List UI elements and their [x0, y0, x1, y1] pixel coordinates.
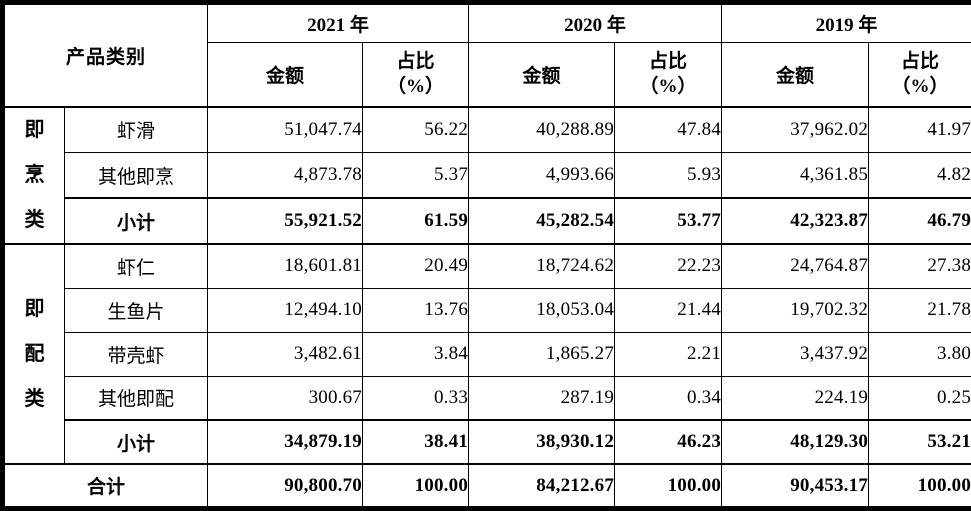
share-header-2019: 占比 （%）	[868, 42, 971, 108]
amount-cell: 45,282.54	[468, 197, 616, 245]
share-header-2020: 占比 （%）	[614, 42, 723, 108]
amount-cell: 3,437.92	[721, 331, 870, 377]
share-cell: 21.78	[868, 287, 971, 333]
share-cell: 5.93	[614, 151, 723, 199]
share-cell: 27.38	[868, 242, 971, 289]
product-label: 生鱼片	[63, 287, 209, 333]
amount-cell: 18,053.04	[468, 287, 616, 333]
amount-cell: 18,601.81	[207, 242, 364, 289]
table-row-xiahua: 即烹类 虾滑 51,047.74 56.22 40,288.89 47.84 3…	[2, 105, 971, 245]
year-header-2021: 2021 年	[207, 1, 470, 44]
header-row-years: 产品类别 2021 年 2020 年 2019 年	[1, 1, 971, 108]
product-label: 带壳虾	[63, 331, 209, 377]
amount-cell: 3,482.61	[207, 331, 364, 377]
table-row-other-ready-to-cook: 其他即烹 4,873.78 5.37 4,993.66 5.93 4,361.8…	[3, 151, 971, 199]
amount-cell: 34,879.19	[207, 419, 364, 465]
amount-cell: 42,323.87	[721, 197, 870, 245]
share-cell: 21.44	[614, 287, 723, 333]
share-cell: 46.79	[868, 197, 971, 245]
subtotal-label: 小计	[63, 419, 209, 465]
group-label: 即烹类	[24, 118, 45, 231]
share-cell: 4.82	[868, 151, 971, 199]
share-cell: 56.22	[362, 105, 470, 153]
header-row-measures: 金额 占比 （%） 金额 占比 （%） 金额 占比 （%）	[3, 42, 971, 108]
table-row-other-ready-to-prepare: 其他即配 300.67 0.33 287.19 0.34 224.19 0.25	[3, 375, 971, 421]
table-row-daikexia: 带壳虾 3,482.61 3.84 1,865.27 2.21 3,437.92…	[3, 331, 971, 377]
subtotal-row-ready-to-prepare: 小计 34,879.19 38.41 38,930.12 46.23 48,12…	[3, 419, 971, 465]
amount-cell: 48,129.30	[721, 419, 870, 465]
amount-cell: 300.67	[207, 375, 364, 421]
group-cell-ready-to-prepare: 即配类	[2, 242, 65, 465]
table-row-xiaren: 即配类 虾仁 18,601.81 20.49 18,724.62 22.23 2…	[2, 242, 971, 465]
product-label: 其他即烹	[63, 151, 209, 199]
share-cell: 3.80	[868, 331, 971, 377]
product-label: 虾滑	[63, 105, 209, 153]
amount-cell: 18,724.62	[468, 242, 616, 289]
amount-cell: 287.19	[468, 375, 616, 421]
share-cell: 0.34	[614, 375, 723, 421]
amount-cell: 40,288.89	[468, 105, 616, 153]
share-cell: 53.21	[868, 419, 971, 465]
share-cell: 100.00	[614, 463, 723, 510]
group-cell-ready-to-cook: 即烹类	[2, 105, 65, 245]
share-cell: 13.76	[362, 287, 470, 333]
share-cell: 53.77	[614, 197, 723, 245]
subtotal-label: 小计	[63, 197, 209, 245]
amount-header-2021: 金额	[207, 42, 364, 108]
share-cell: 0.25	[868, 375, 971, 421]
amount-cell: 1,865.27	[468, 331, 616, 377]
share-cell: 46.23	[614, 419, 723, 465]
share-cell: 100.00	[362, 463, 470, 510]
amount-cell: 4,361.85	[721, 151, 870, 199]
share-cell: 0.33	[362, 375, 470, 421]
subtotal-row-ready-to-cook: 小计 55,921.52 61.59 45,282.54 53.77 42,32…	[3, 197, 971, 245]
table-row-shengyupian: 生鱼片 12,494.10 13.76 18,053.04 21.44 19,7…	[3, 287, 971, 333]
amount-cell: 4,873.78	[207, 151, 364, 199]
share-cell: 22.23	[614, 242, 723, 289]
amount-cell: 19,702.32	[721, 287, 870, 333]
total-label: 合计	[1, 463, 209, 510]
product-category-header: 产品类别	[1, 1, 209, 108]
amount-cell: 55,921.52	[207, 197, 364, 245]
amount-cell: 51,047.74	[207, 105, 364, 153]
group-label: 即配类	[24, 297, 45, 410]
share-cell: 3.84	[362, 331, 470, 377]
share-cell: 2.21	[614, 331, 723, 377]
amount-header-2019: 金额	[721, 42, 870, 108]
amount-header-2020: 金额	[468, 42, 616, 108]
amount-cell: 12,494.10	[207, 287, 364, 333]
share-cell: 61.59	[362, 197, 470, 245]
total-row: 合计 90,800.70 100.00 84,212.67 100.00 90,…	[1, 463, 971, 510]
share-cell: 5.37	[362, 151, 470, 199]
year-header-2019: 2019 年	[721, 1, 971, 44]
year-header-2020: 2020 年	[468, 1, 723, 44]
share-cell: 20.49	[362, 242, 470, 289]
amount-cell: 38,930.12	[468, 419, 616, 465]
amount-cell: 84,212.67	[468, 463, 616, 510]
share-cell: 100.00	[868, 463, 971, 510]
share-header-2021: 占比 （%）	[362, 42, 470, 108]
amount-cell: 224.19	[721, 375, 870, 421]
amount-cell: 90,453.17	[721, 463, 870, 510]
amount-cell: 4,993.66	[468, 151, 616, 199]
amount-cell: 37,962.02	[721, 105, 870, 153]
share-cell: 47.84	[614, 105, 723, 153]
amount-cell: 90,800.70	[207, 463, 364, 510]
product-label: 其他即配	[63, 375, 209, 421]
share-cell: 38.41	[362, 419, 470, 465]
share-cell: 41.97	[868, 105, 971, 153]
product-label: 虾仁	[63, 242, 209, 289]
amount-cell: 24,764.87	[721, 242, 870, 289]
